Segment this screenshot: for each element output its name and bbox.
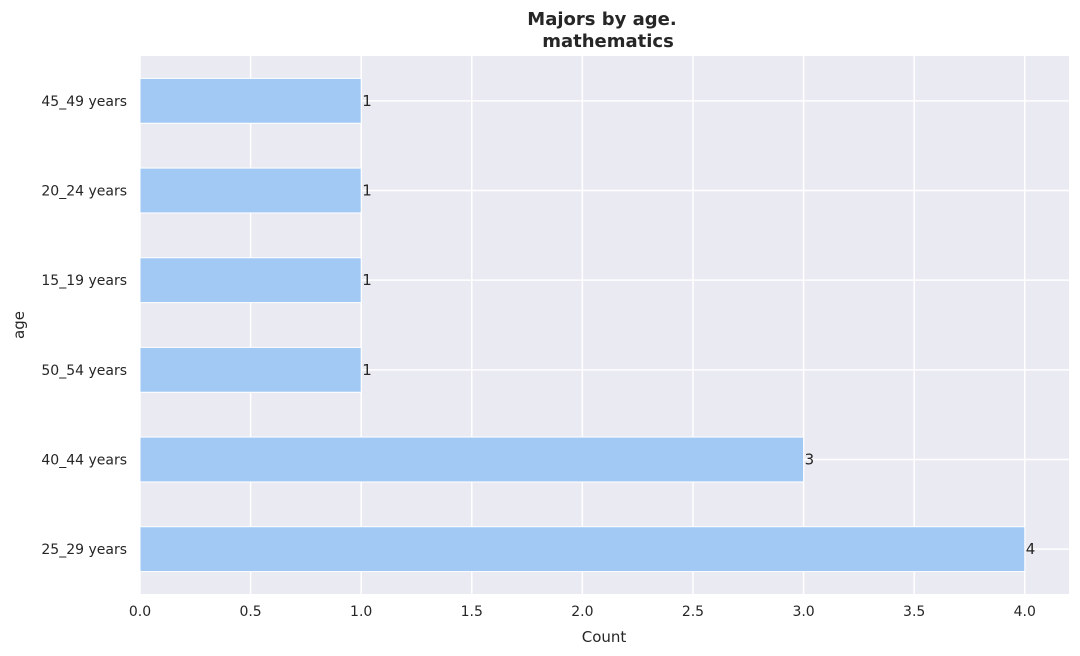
plot-background: [140, 56, 1069, 594]
y-tick-label: 45_49 years: [41, 94, 127, 110]
x-tick-label: 2.5: [682, 604, 704, 620]
x-tick-label: 3.0: [792, 604, 814, 620]
data-label: 1: [362, 92, 372, 110]
y-tick-label: 15_19 years: [41, 273, 127, 289]
bar-50-54-years: [139, 346, 362, 393]
x-tick-label: 0.0: [129, 604, 151, 620]
bar-25-29-years: [139, 526, 1026, 573]
bars: [139, 77, 1026, 573]
data-label: 1: [362, 271, 372, 289]
data-label: 3: [805, 451, 815, 469]
bar-15-19-years: [139, 257, 362, 304]
y-tick-label: 50_54 years: [41, 363, 127, 379]
chart-title-line1: Majors by age.: [527, 9, 676, 30]
y-tick-label: 25_29 years: [41, 542, 127, 558]
y-tick-label: 20_24 years: [41, 184, 127, 200]
bar-45-49-years: [139, 77, 362, 124]
x-tick-label: 2.0: [571, 604, 593, 620]
x-tick-label: 1.0: [350, 604, 372, 620]
y-tick-label: 40_44 years: [41, 453, 127, 469]
x-tick-label: 3.5: [903, 604, 925, 620]
x-axis-label: Count: [582, 628, 627, 646]
data-label: 4: [1026, 540, 1036, 558]
chart-title-line2: mathematics: [542, 31, 674, 52]
data-label: 1: [362, 361, 372, 379]
x-tick-label: 4.0: [1014, 604, 1036, 620]
y-tick-labels: 25_29 years 40_44 years 50_54 years 15_19 y…: [41, 94, 127, 558]
x-tick-label: 0.5: [239, 604, 261, 620]
bar-20-24-years: [139, 167, 362, 214]
x-tick-label: 1.5: [461, 604, 483, 620]
x-tick-labels: 0.0 0.5 1.0 1.5 2.0 2.5 3.0 3.5 4.0: [129, 604, 1036, 620]
data-label: 1: [362, 182, 372, 200]
y-axis-label: age: [10, 311, 28, 339]
data-labels: 4 3 1 1 1 1: [362, 92, 1035, 558]
bar-40-44-years: [139, 436, 805, 483]
